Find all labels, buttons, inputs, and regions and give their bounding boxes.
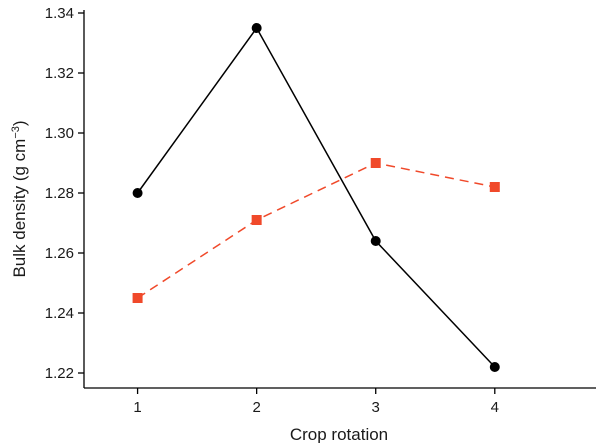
x-tick-label: 3 xyxy=(372,399,380,416)
series-layer xyxy=(132,23,500,372)
series-2 xyxy=(132,158,500,303)
series-2-point xyxy=(370,158,381,168)
series-1-point xyxy=(132,188,143,198)
y-ticks: 1.22 1.24 1.26 1.28 1.30 1.32 1.34 xyxy=(45,5,84,382)
series-1-line xyxy=(136,26,496,368)
series-2-line xyxy=(137,162,495,299)
y-tick-label: 1.32 xyxy=(45,65,74,82)
series-2-point xyxy=(251,215,262,225)
y-tick-label: 1.22 xyxy=(45,365,74,382)
y-axis-title-main: Bulk density (g cm xyxy=(10,139,29,278)
series-1 xyxy=(132,23,500,372)
y-axis-title-superscript: −3 xyxy=(10,126,22,139)
series-2-point xyxy=(489,182,500,192)
x-tick-label: 4 xyxy=(491,399,499,416)
y-axis-title-close: ) xyxy=(10,120,29,126)
series-2-point xyxy=(132,293,143,303)
y-tick-label: 1.26 xyxy=(45,245,74,262)
y-tick-label: 1.34 xyxy=(45,5,74,22)
y-tick-label: 1.30 xyxy=(45,125,74,142)
y-tick-label: 1.24 xyxy=(45,305,74,322)
axes xyxy=(83,10,596,389)
x-axis-title: Crop rotation xyxy=(290,425,388,443)
x-tick-label: 1 xyxy=(133,399,141,416)
series-1-point xyxy=(251,23,262,33)
y-tick-label: 1.28 xyxy=(45,185,74,202)
x-ticks: 1 2 3 4 xyxy=(133,388,499,416)
series-1-point xyxy=(489,362,500,372)
series-1-point xyxy=(370,236,381,246)
y-axis-title: Bulk density (g cm−3) xyxy=(10,120,29,277)
x-tick-label: 2 xyxy=(252,399,260,416)
